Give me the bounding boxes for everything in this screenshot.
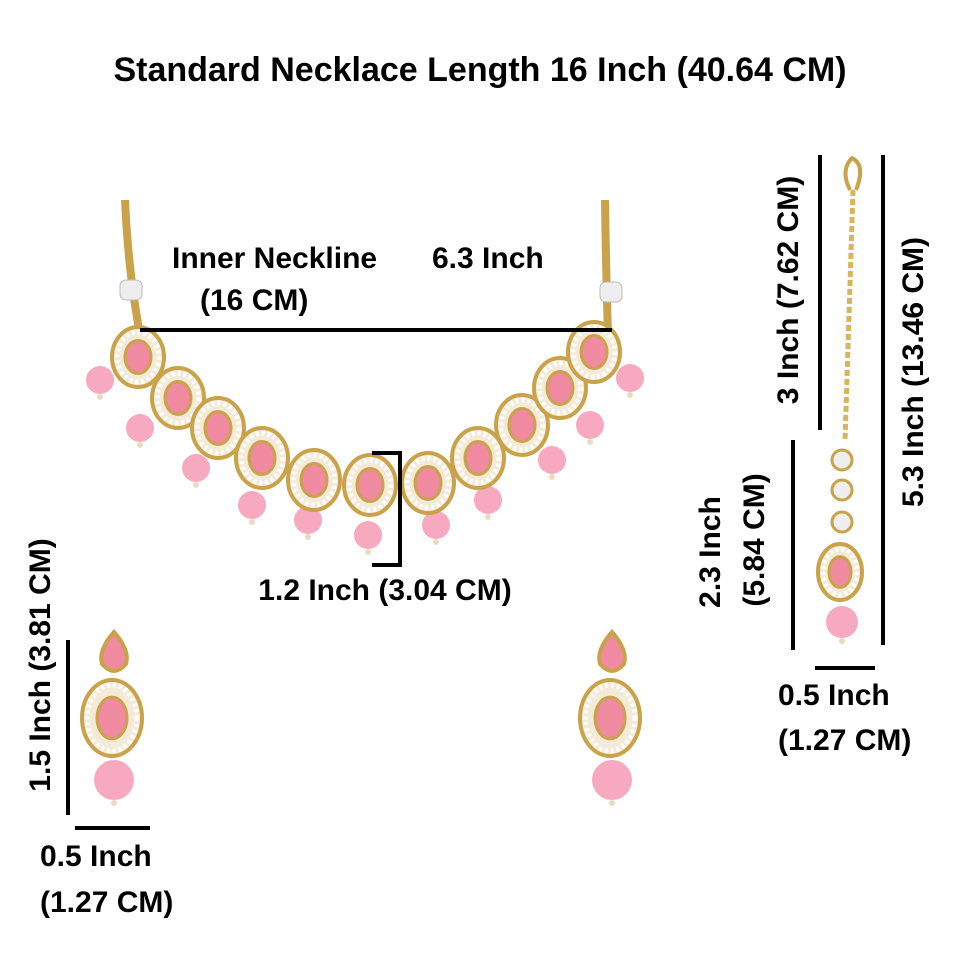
stone bbox=[830, 448, 854, 472]
bead-tip bbox=[609, 800, 615, 806]
bead bbox=[538, 446, 566, 474]
label: 6.3 Inch bbox=[432, 242, 544, 275]
chain bbox=[842, 189, 856, 441]
gem-pearls bbox=[582, 682, 638, 754]
bead bbox=[616, 364, 644, 392]
earring-top bbox=[597, 628, 627, 673]
label: (5.84 CM) bbox=[738, 473, 771, 606]
gem-pearls bbox=[454, 430, 502, 486]
bead-tip bbox=[137, 442, 143, 448]
maang-tikka bbox=[816, 155, 864, 644]
gem bbox=[593, 695, 627, 741]
label: (1.27 CM) bbox=[778, 724, 911, 757]
gem bbox=[299, 462, 329, 498]
bead-tip bbox=[365, 549, 371, 555]
cord bbox=[121, 199, 144, 336]
gem-pearls bbox=[570, 324, 618, 380]
gem bbox=[579, 334, 609, 370]
label: 1.5 Inch (3.81 CM) bbox=[24, 538, 57, 791]
bead-tip bbox=[249, 519, 255, 525]
bead-tip bbox=[549, 474, 555, 480]
title: Standard Necklace Length 16 Inch (40.64 … bbox=[113, 51, 846, 89]
bead bbox=[826, 606, 858, 638]
bead-tip bbox=[485, 514, 491, 520]
label: 5.3 Inch (13.46 CM) bbox=[897, 237, 930, 507]
bead-tip bbox=[433, 539, 439, 545]
pearl-cluster bbox=[599, 281, 623, 303]
gem bbox=[355, 467, 385, 503]
label: 2.3 Inch bbox=[694, 496, 727, 608]
bead-tip bbox=[839, 638, 845, 644]
cord bbox=[601, 199, 612, 336]
bead bbox=[126, 414, 154, 442]
gem-pearls bbox=[346, 457, 394, 513]
label: 1.2 Inch (3.04 CM) bbox=[258, 574, 511, 607]
gem bbox=[507, 407, 537, 443]
gem-pearls bbox=[84, 682, 140, 754]
bead bbox=[422, 511, 450, 539]
earring-top bbox=[99, 628, 129, 673]
bead-tip bbox=[111, 800, 117, 806]
hook bbox=[843, 155, 863, 191]
gem bbox=[827, 555, 853, 589]
bead-tip bbox=[193, 482, 199, 488]
gem-pearls bbox=[154, 370, 202, 426]
gem bbox=[95, 695, 129, 741]
gem bbox=[463, 440, 493, 476]
label: (16 CM) bbox=[200, 284, 308, 317]
bead bbox=[182, 454, 210, 482]
gem-pearls bbox=[404, 455, 452, 511]
bead bbox=[238, 491, 266, 519]
bead-tip bbox=[627, 392, 633, 398]
gem-pearls bbox=[536, 360, 584, 416]
label: 0.5 Inch bbox=[40, 840, 152, 873]
stone bbox=[830, 510, 854, 534]
gem-pearls bbox=[194, 400, 242, 456]
necklace bbox=[86, 320, 644, 555]
label: Inner Neckline bbox=[172, 242, 377, 275]
bead bbox=[576, 411, 604, 439]
gem-pearls bbox=[820, 546, 860, 598]
bead bbox=[86, 366, 114, 394]
gem-pearls bbox=[498, 397, 546, 453]
gem bbox=[123, 339, 153, 375]
label: 0.5 Inch bbox=[778, 679, 890, 712]
measure-bracket bbox=[372, 451, 402, 567]
bead bbox=[294, 506, 322, 534]
gem-pearls bbox=[238, 430, 286, 486]
gem-pearls bbox=[290, 452, 338, 508]
bead-tip bbox=[97, 394, 103, 400]
gem bbox=[163, 380, 193, 416]
bead bbox=[354, 521, 382, 549]
gem bbox=[545, 370, 575, 406]
bead bbox=[592, 760, 632, 800]
stone bbox=[830, 478, 854, 502]
earrings bbox=[80, 628, 642, 806]
bead-tip bbox=[305, 534, 311, 540]
bead bbox=[94, 760, 134, 800]
gem bbox=[247, 440, 277, 476]
bead bbox=[474, 486, 502, 514]
gem-pearls bbox=[114, 329, 162, 385]
bead-tip bbox=[587, 439, 593, 445]
gem bbox=[203, 410, 233, 446]
label: (1.27 CM) bbox=[40, 886, 173, 919]
pearl-cluster bbox=[119, 279, 143, 301]
label: 3 Inch (7.62 CM) bbox=[772, 176, 805, 404]
gem bbox=[413, 465, 443, 501]
